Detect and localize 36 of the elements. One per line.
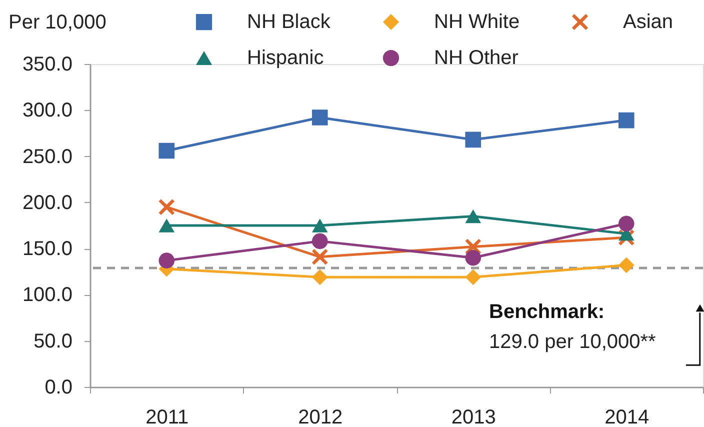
legend-label: Asian	[623, 11, 674, 33]
ref-line-label: Benchmark:	[489, 301, 605, 323]
point	[618, 216, 634, 232]
legend-label: NH White	[434, 11, 520, 33]
point	[465, 269, 482, 286]
point	[312, 248, 328, 265]
legend-label: NH Other	[434, 47, 519, 69]
point	[158, 218, 175, 232]
legend-label: Hispanic	[247, 47, 324, 69]
point	[312, 269, 328, 286]
point	[465, 250, 482, 266]
x-tick-label: 2013	[451, 406, 496, 427]
y-tick-label: 200.0	[22, 192, 72, 214]
point	[312, 233, 328, 250]
point	[465, 209, 482, 224]
y-tick-label: 150.0	[22, 238, 72, 260]
point	[465, 132, 482, 148]
point	[312, 218, 328, 232]
y-tick-label: 50.0	[34, 330, 72, 352]
point	[618, 257, 634, 274]
y-tick-label: 300.0	[22, 100, 72, 122]
y-tick-label: 0.0	[44, 376, 72, 398]
annotation: 129.0 per 10,000**	[489, 331, 656, 353]
point	[158, 142, 175, 159]
y-axis-title: Per 10,000	[8, 12, 106, 34]
point	[312, 110, 328, 126]
x-tick-label: 2011	[146, 406, 189, 427]
x-tick-label: 2014	[604, 406, 650, 427]
y-tick-label: 100.0	[22, 284, 72, 306]
y-tick-label: 250.0	[22, 146, 72, 168]
y-tick-label: 350.0	[22, 54, 72, 76]
x-tick-label: 2012	[298, 406, 343, 427]
point	[158, 252, 175, 268]
legend-label: NH Black	[247, 11, 332, 33]
point	[158, 199, 175, 215]
point	[618, 112, 634, 128]
